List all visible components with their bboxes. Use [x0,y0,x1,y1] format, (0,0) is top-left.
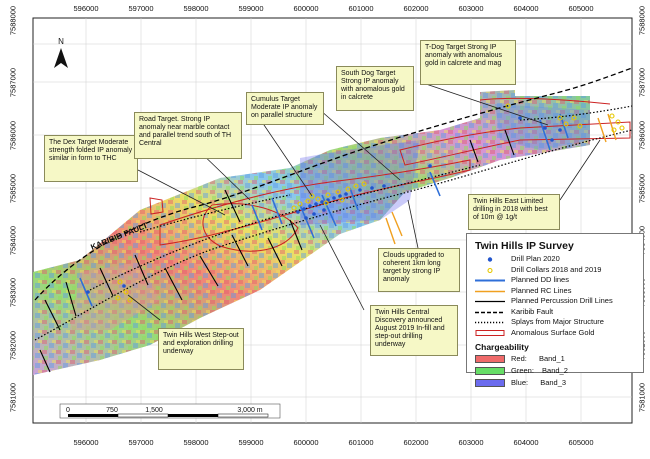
callout-south-dog-target: South Dog Target Strong IP anomaly with … [336,66,414,111]
scale-label-750: 750 [106,407,118,414]
x-tick-top: 598000 [183,4,209,13]
legend-item-dd-lines: Planned DD lines [467,275,643,286]
legend-label: Karibib Fault [511,306,554,316]
dashed-line-icon [475,311,505,313]
scale-bar: 0 750 1,500 3,000 m [59,403,281,419]
legend-item-rc-lines: Planned RC Lines [467,286,643,297]
y-tick-left: 7587000 [8,67,18,98]
rc-lines [385,113,617,245]
callout-dex-target: The Dex Target Moderate strength folded … [44,135,138,182]
orange-line-icon [475,290,505,292]
legend-band-red: Red: Band_1 [467,353,643,365]
x-tick-bottom: 597000 [128,438,154,447]
legend-label: Planned DD lines [511,275,569,284]
percussion-drill-lines [39,129,515,373]
yellow-ring-icon [487,267,493,273]
legend-item-drill-plan: Drill Plan 2020 [467,254,643,265]
legend-band-blue: Blue: Band_3 [467,377,643,389]
blue-line-icon [475,279,505,282]
blue-dot-icon [487,257,493,262]
y-tick-right: 7586000 [637,120,647,151]
legend-label: Anomalous Surface Gold [511,327,595,337]
y-tick-right: 7587000 [637,67,647,98]
callout-twin-hills-central: Twin Hills Central Discovery announced A… [370,305,458,356]
callout-road-target: Road Target. Strong IP anomaly near marb… [134,112,242,159]
band-name: Band_3 [540,378,567,387]
y-tick-right: 7585000 [637,173,647,204]
legend-item-percussion-lines: Planned Percussion Drill Lines [467,296,643,307]
legend-label: Drill Collars 2018 and 2019 [511,264,602,274]
dotted-line-icon [475,321,505,324]
scale-label-0: 0 [66,407,70,414]
band-channel: Green: [511,366,534,375]
drill-collar-points [115,103,625,303]
legend-label: Splays from Major Structure [511,317,604,326]
legend-label: Planned Percussion Drill Lines [511,296,613,305]
x-tick-bottom: 602000 [403,438,429,447]
x-tick-top: 603000 [458,4,484,13]
x-tick-bottom: 599000 [238,438,264,447]
map-legend: Twin Hills IP Survey Drill Plan 2020 Dri… [466,233,644,387]
band-name: Band_1 [538,354,565,363]
y-tick-left: 7586000 [8,120,18,151]
callout-clouds: Clouds upgraded to coherent 1km long tar… [378,248,460,292]
x-tick-top: 601000 [348,4,374,13]
north-label: N [58,37,64,46]
dd-lines [79,113,569,307]
karibib-fault-line [34,67,633,301]
black-line-icon [475,300,505,303]
north-arrow: N [54,37,68,68]
band-channel: Blue: [511,378,529,387]
legend-title: Twin Hills IP Survey [475,240,574,252]
y-tick-left: 7584000 [8,225,18,256]
legend-subtitle: Chargeability [475,342,529,352]
legend-item-gold: Anomalous Surface Gold [467,328,643,339]
callout-leaders [127,81,601,321]
band-channel: Red: [511,354,527,363]
legend-item-splays: Splays from Major Structure [467,317,643,328]
x-tick-top: 605000 [568,4,594,13]
callout-cumulus-target: Cumulus Target Moderate IP anomaly on pa… [246,92,324,125]
x-tick-top: 597000 [128,4,154,13]
legend-label: Planned RC Lines [511,285,572,295]
legend-item-karibib-fault: Karibib Fault [467,307,643,318]
x-tick-bottom: 605000 [568,438,594,447]
callout-twin-hills-east: Twin Hills East Limited drilling in 2018… [468,194,560,230]
x-tick-top: 604000 [513,4,539,13]
y-tick-right: 7588000 [637,5,647,36]
drill-plan-2020-points [86,116,562,294]
callout-twin-hills-west: Twin Hills West Step-out and exploration… [158,328,244,370]
x-tick-bottom: 598000 [183,438,209,447]
x-tick-bottom: 603000 [458,438,484,447]
legend-band-green: Green: Band_2 [467,365,643,377]
legend-item-collars: Drill Collars 2018 and 2019 [467,265,643,276]
y-tick-left: 7581000 [8,382,18,413]
y-tick-left: 7585000 [8,173,18,204]
x-tick-bottom: 604000 [513,438,539,447]
green-swatch-icon [475,367,505,375]
scale-label-1500: 1,500 [145,407,163,414]
y-tick-left: 7588000 [8,5,18,36]
y-tick-left: 7582000 [8,330,18,361]
blue-swatch-icon [475,379,505,387]
scale-label-3000: 3,000 m [237,407,262,414]
x-tick-top: 599000 [238,4,264,13]
x-tick-top: 600000 [293,4,319,13]
red-swatch-icon [475,355,505,363]
red-outline-icon [475,329,505,336]
callout-t-dog-target: T-Dog Target Strong IP anomaly with anom… [420,40,516,85]
splay-lines [34,105,633,341]
x-tick-bottom: 596000 [73,438,99,447]
band-name: Band_2 [542,366,568,375]
x-tick-bottom: 600000 [293,438,319,447]
y-tick-left: 7583000 [8,277,18,308]
x-tick-bottom: 601000 [348,438,374,447]
legend-label: Drill Plan 2020 [511,254,560,263]
x-tick-top: 596000 [73,4,99,13]
x-tick-top: 602000 [403,4,429,13]
